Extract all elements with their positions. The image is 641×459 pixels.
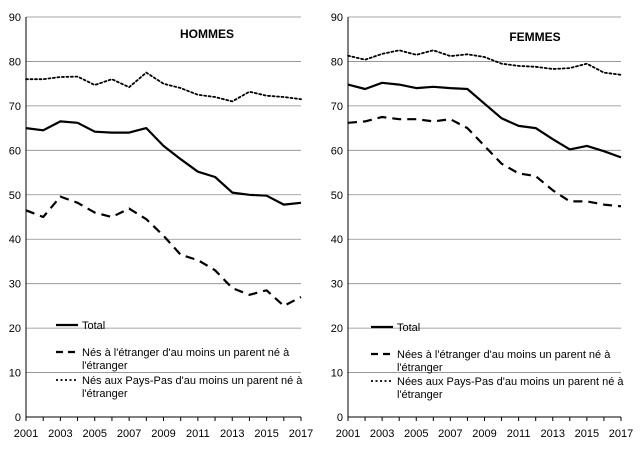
y-tick-label: 60 xyxy=(331,145,343,157)
y-tick-label: 0 xyxy=(15,412,21,424)
y-tick-label: 30 xyxy=(331,279,343,291)
chart-panel-right: 0 10 20 30 40 50 60 70 80 90 2001 2003 2005 2007 2009 2… xyxy=(331,12,633,440)
x-tick-label: 2005 xyxy=(83,428,107,440)
legend: Total Nés à l'étranger d'au moins un pare… xyxy=(56,320,303,400)
series-line-dashed xyxy=(25,195,302,307)
x-tick-label: 2017 xyxy=(609,428,633,440)
x-tick-label: 2009 xyxy=(151,428,175,440)
legend-label: Total xyxy=(397,322,420,334)
legend-label: Total xyxy=(82,320,105,332)
legend-label: Nées à l'étranger d'au moins un parent n… xyxy=(397,349,611,361)
x-tick-label: 2003 xyxy=(370,428,394,440)
legend-label: l'étranger xyxy=(397,389,443,401)
y-tick-label: 70 xyxy=(9,101,21,113)
x-tick-label: 2001 xyxy=(14,428,38,440)
x-tick-label: 2015 xyxy=(254,428,278,440)
x-tick-label: 2009 xyxy=(472,428,496,440)
legend-label: Nées aux Pays-Pas d'au moins un parent n… xyxy=(397,376,624,388)
y-tick-label: 40 xyxy=(331,234,343,246)
x-tick-label: 2007 xyxy=(438,428,462,440)
series-line-dashed xyxy=(347,115,622,208)
y-tick-label: 10 xyxy=(331,368,343,380)
y-tick-label: 70 xyxy=(331,101,343,113)
x-tick-label: 2015 xyxy=(575,428,599,440)
x-tick-label: 2011 xyxy=(186,428,210,440)
chart-title: FEMMES xyxy=(509,30,560,44)
chart-title: HOMMES xyxy=(180,27,234,41)
x-tick-label: 2011 xyxy=(507,428,531,440)
x-tick-label: 2007 xyxy=(117,428,141,440)
x-tick-label: 2003 xyxy=(48,428,72,440)
y-tick-label: 80 xyxy=(331,56,343,68)
series-line-solid xyxy=(25,120,302,206)
x-tick-label: 2001 xyxy=(336,428,360,440)
y-tick-label: 10 xyxy=(9,368,21,380)
legend-label: l'étranger xyxy=(397,362,443,374)
x-tick-label: 2013 xyxy=(220,428,244,440)
y-tick-label: 30 xyxy=(9,279,21,291)
legend-label: Nés aux Pays-Pas d'au moins un parent né… xyxy=(82,375,303,387)
y-tick-label: 80 xyxy=(9,56,21,68)
y-tick-label: 90 xyxy=(9,12,21,24)
y-tick-label: 50 xyxy=(9,190,21,202)
y-tick-label: 60 xyxy=(9,145,21,157)
series-line-dotted xyxy=(25,71,302,103)
y-tick-label: 40 xyxy=(9,234,21,246)
legend-label: l'étranger xyxy=(82,388,128,400)
y-tick-label: 20 xyxy=(9,323,21,335)
legend: Total Nées à l'étranger d'au moins un par… xyxy=(371,322,624,401)
x-tick-label: 2005 xyxy=(404,428,428,440)
x-tick-label: 2017 xyxy=(289,428,313,440)
y-tick-label: 50 xyxy=(331,190,343,202)
x-tick-label: 2013 xyxy=(541,428,565,440)
y-tick-label: 0 xyxy=(337,412,343,424)
chart-panel-left: 0 10 20 30 40 50 60 70 80 90 2001 2003 2005 2007 2009 2… xyxy=(9,12,313,440)
series-line-dotted xyxy=(347,49,622,76)
y-tick-label: 90 xyxy=(331,12,343,24)
y-tick-label: 20 xyxy=(331,323,343,335)
legend-label: l'étranger xyxy=(82,360,128,372)
series-line-solid xyxy=(347,81,622,159)
legend-label: Nés à l'étranger d'au moins un parent né… xyxy=(82,347,290,359)
